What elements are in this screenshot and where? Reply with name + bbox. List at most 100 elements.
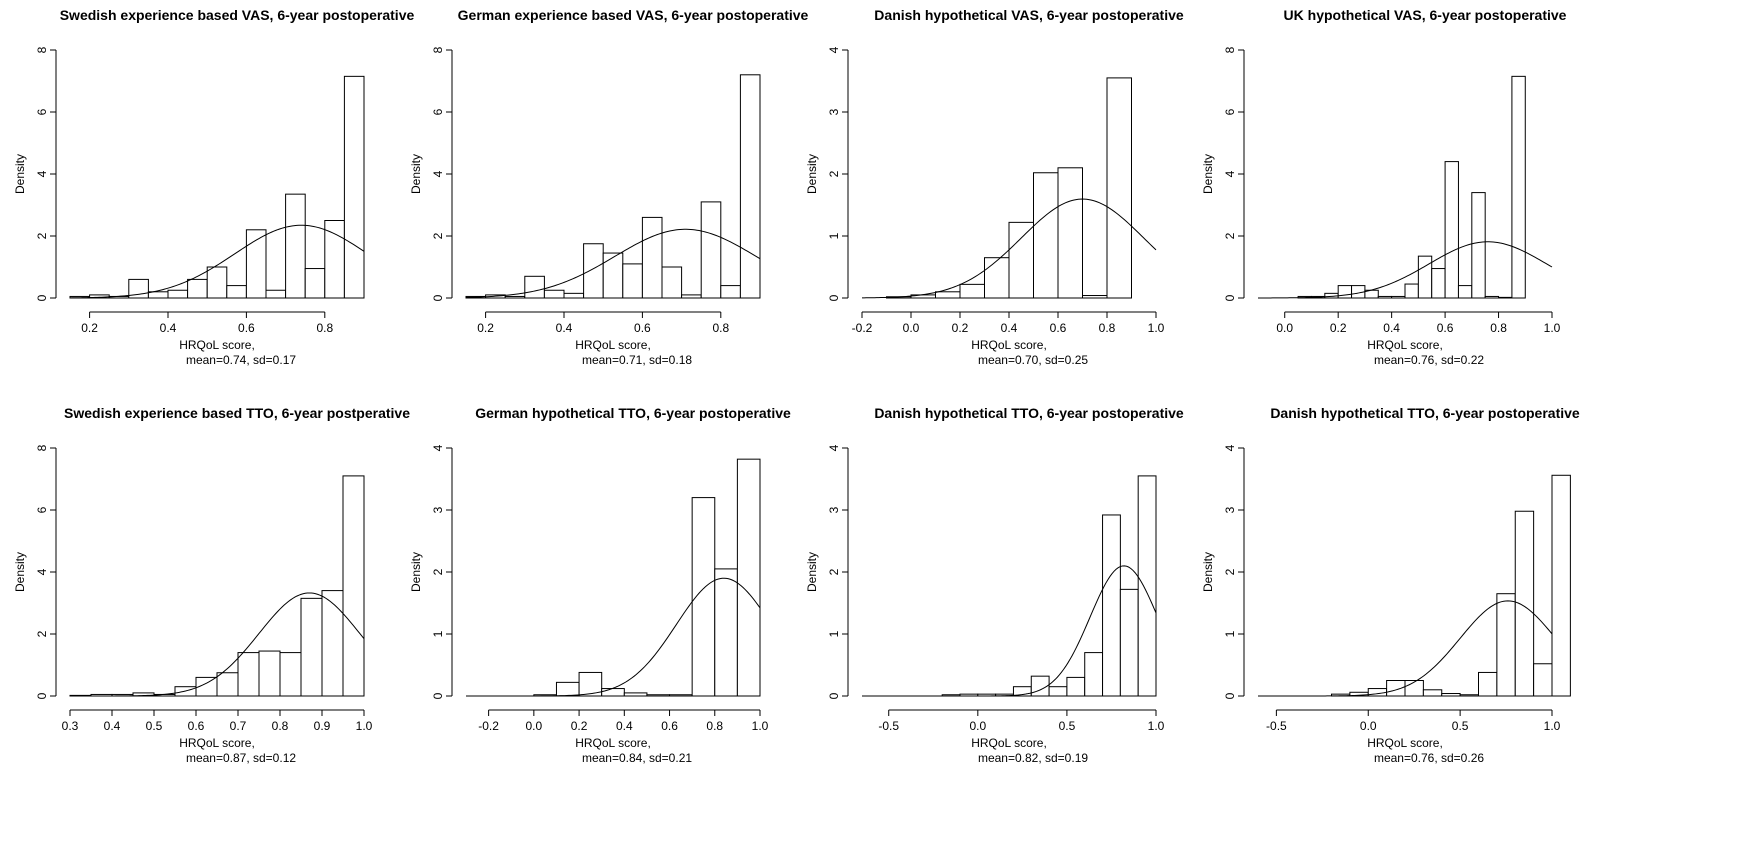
chart-panel-4: UK hypothetical VAS, 6-year postoperativ… (1188, 0, 1624, 428)
density-curve (70, 592, 365, 697)
histogram-bar (1431, 268, 1446, 299)
histogram-bar (504, 295, 526, 299)
x-tick-label: 0.4 (104, 719, 121, 733)
y-tick-label: 0 (35, 294, 49, 301)
x-tick-label: 1.0 (356, 719, 373, 733)
histogram-bar (935, 291, 961, 299)
histogram-bar (342, 475, 365, 697)
histogram-bar (646, 694, 671, 697)
x-tick-label: 0.8 (712, 321, 729, 335)
histogram-bar (555, 681, 580, 697)
density-curve (466, 577, 761, 697)
x-tick-label: 0.0 (526, 719, 543, 733)
histogram-bar (1444, 161, 1459, 299)
x-tick-label: -0.2 (852, 321, 873, 335)
histogram-bar (285, 193, 306, 299)
y-tick-label: 0 (35, 692, 49, 699)
histogram-bar (583, 243, 604, 299)
x-tick-label: 0.6 (1050, 321, 1067, 335)
histogram-bar (720, 285, 741, 299)
x-axis-label: HRQoL score, (575, 736, 651, 750)
x-axis-label: HRQoL score, (179, 338, 255, 352)
y-tick-label: 6 (35, 506, 49, 513)
x-tick-label: 0.4 (1383, 321, 1400, 335)
histogram-bar (601, 688, 625, 697)
y-tick-label: 3 (827, 108, 841, 115)
y-tick-label: 4 (35, 568, 49, 575)
histogram-bar (524, 275, 545, 299)
y-tick-label: 3 (827, 506, 841, 513)
x-axis-label: HRQoL score, (1367, 338, 1443, 352)
histogram-bar (623, 692, 648, 697)
x-tick-label: -0.5 (1266, 719, 1287, 733)
y-tick-label: 6 (1223, 108, 1237, 115)
x-tick-label: 0.2 (477, 321, 494, 335)
y-tick-label: 8 (1223, 46, 1237, 53)
histogram-bar (739, 74, 761, 299)
x-axis-summary: mean=0.71, sd=0.18 (582, 353, 692, 367)
y-tick-label: 2 (827, 170, 841, 177)
histogram-bar (1417, 255, 1433, 299)
x-tick-label: 1.0 (1148, 321, 1165, 335)
histogram-bar (1484, 295, 1500, 299)
x-tick-label: -0.5 (878, 719, 899, 733)
chart-panel-7: Danish hypothetical TTO, 6-year postoper… (792, 398, 1228, 826)
x-tick-label: -0.2 (478, 719, 499, 733)
histogram-bar (959, 283, 985, 299)
histogram-bar (622, 263, 643, 299)
histogram-bar (206, 266, 228, 299)
histogram-bar (1441, 693, 1461, 697)
histogram-chart: Danish hypothetical TTO, 6-year postoper… (1201, 405, 1580, 765)
histogram-bar (300, 597, 323, 697)
histogram-bar (714, 568, 738, 697)
histogram-bar (226, 285, 247, 299)
x-tick-label: 1.0 (1148, 719, 1165, 733)
x-tick-label: 0.8 (1099, 321, 1116, 335)
x-tick-label: 0.4 (616, 719, 633, 733)
y-tick-label: 3 (1223, 506, 1237, 513)
x-tick-label: 0.6 (1437, 321, 1454, 335)
chart-title: Danish hypothetical VAS, 6-year postoper… (874, 7, 1184, 23)
y-tick-label: 4 (35, 170, 49, 177)
y-tick-label: 2 (431, 568, 445, 575)
x-axis-summary: mean=0.76, sd=0.26 (1374, 751, 1484, 765)
histogram-bar (265, 289, 287, 299)
x-axis-summary: mean=0.70, sd=0.25 (978, 353, 1088, 367)
x-tick-label: 0.0 (1360, 719, 1377, 733)
y-tick-label: 1 (431, 630, 445, 637)
x-axis-label: HRQoL score, (971, 736, 1047, 750)
histogram-chart: Swedish experience based TTO, 6-year pos… (13, 405, 410, 765)
histogram-bar (1066, 676, 1086, 697)
x-axis-label: HRQoL score, (575, 338, 651, 352)
chart-panel-5: Swedish experience based TTO, 6-year pos… (0, 398, 436, 826)
x-tick-label: 0.2 (952, 321, 969, 335)
histogram-bar (1377, 295, 1393, 299)
y-tick-label: 1 (827, 232, 841, 239)
chart-title: UK hypothetical VAS, 6-year postoperativ… (1284, 7, 1567, 23)
histogram-bar (147, 291, 169, 299)
x-tick-label: 1.0 (1544, 719, 1561, 733)
x-axis-label: HRQoL score, (971, 338, 1047, 352)
x-tick-label: 0.5 (146, 719, 163, 733)
y-axis-label: Density (409, 552, 423, 592)
histogram-bar (661, 266, 683, 299)
density-curve (1258, 241, 1553, 299)
histogram-chart: Swedish experience based VAS, 6-year pos… (13, 7, 414, 367)
y-tick-label: 0 (431, 294, 445, 301)
x-tick-label: 0.0 (903, 321, 920, 335)
x-tick-label: 0.8 (1490, 321, 1507, 335)
y-tick-label: 2 (1223, 568, 1237, 575)
histogram-bar (1030, 675, 1050, 697)
x-tick-label: 0.6 (188, 719, 205, 733)
y-axis-label: Density (1201, 154, 1215, 194)
x-axis-summary: mean=0.82, sd=0.19 (978, 751, 1088, 765)
y-tick-label: 0 (1223, 692, 1237, 699)
histogram-chart: UK hypothetical VAS, 6-year postoperativ… (1201, 7, 1567, 367)
histogram-bar (1459, 694, 1480, 697)
histogram-bar (304, 268, 326, 299)
histogram-bar (187, 278, 208, 299)
histogram-bar (1082, 295, 1108, 299)
x-tick-label: 0.5 (1452, 719, 1469, 733)
x-tick-label: 0.7 (230, 719, 247, 733)
